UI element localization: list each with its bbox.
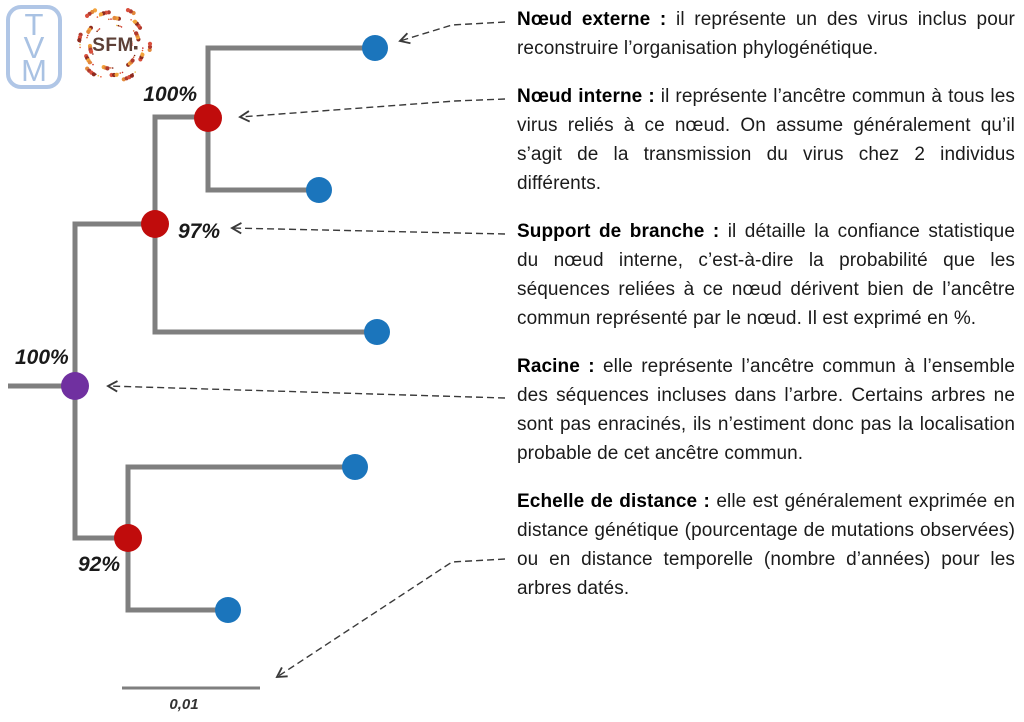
tree-branches	[8, 45, 377, 613]
external-node-3	[364, 319, 390, 345]
external-node-2	[306, 177, 332, 203]
leader-arrow-racine	[106, 380, 506, 399]
leader-arrows	[106, 21, 506, 679]
support-label-top: 100%	[143, 83, 197, 106]
annotation-noeud-externe: Nœud externe : il représente un des viru…	[517, 5, 1015, 63]
tvm-letter-m: M	[21, 52, 47, 88]
annotation-term-noeud-externe: Nœud externe :	[517, 9, 667, 30]
sfm-logo: SFM	[77, 8, 153, 82]
support-label-root: 100%	[15, 346, 69, 369]
internal-node-bottom	[114, 524, 142, 552]
annotation-support-branche: Support de branche : il détaille la conf…	[517, 217, 1015, 333]
scale-bar-label: 0,01	[169, 696, 198, 713]
leader-arrow-support-branche	[230, 222, 506, 235]
internal-node-top	[194, 104, 222, 132]
tree-nodes	[61, 35, 390, 623]
leader-arrow-noeud-interne	[238, 98, 506, 123]
sfm-dot-ring-decoration	[77, 8, 153, 82]
annotation-term-noeud-interne: Nœud interne :	[517, 86, 655, 107]
leader-arrow-noeud-externe	[398, 21, 506, 45]
leader-arrow-echelle-distance	[275, 558, 506, 679]
support-label-mid: 97%	[178, 220, 220, 243]
annotation-desc-echelle-distance: elle est généralement exprimée en distan…	[517, 491, 1015, 599]
annotation-desc-noeud-externe: il représente un des virus inclus pour r…	[517, 9, 1015, 59]
root-node	[61, 372, 89, 400]
sfm-logo-period	[134, 46, 138, 50]
annotation-term-support-branche: Support de branche :	[517, 221, 720, 242]
annotation-noeud-interne: Nœud interne : il représente l’ancêtre c…	[517, 82, 1015, 198]
tvm-letter-t: T	[24, 6, 44, 42]
annotation-desc-support-branche: il détaille la confiance statistique du …	[517, 221, 1015, 329]
tvm-logo: T V M	[6, 5, 62, 89]
annotations-panel: Nœud externe : il représente un des viru…	[517, 5, 1015, 603]
branch-top-clade	[205, 45, 375, 193]
external-node-5	[215, 597, 241, 623]
tvm-letter-v: V	[23, 29, 45, 65]
annotation-desc-noeud-interne: il représente l’ancêtre commun à tous le…	[517, 86, 1015, 194]
external-node-4	[342, 454, 368, 480]
sfm-logo-text: SFM	[92, 35, 134, 56]
annotation-racine: Racine : elle représente l’ancêtre commu…	[517, 352, 1015, 468]
external-node-1	[362, 35, 388, 61]
annotation-term-echelle-distance: Echelle de distance :	[517, 491, 710, 512]
support-label-bottom: 92%	[78, 553, 120, 576]
annotation-echelle-distance: Echelle de distance : elle est généralem…	[517, 487, 1015, 603]
internal-node-mid	[141, 210, 169, 238]
annotation-term-racine: Racine :	[517, 356, 595, 377]
branch-bottom-clade	[125, 464, 355, 613]
annotation-desc-racine: elle représente l’ancêtre commun à l’ens…	[517, 356, 1015, 464]
